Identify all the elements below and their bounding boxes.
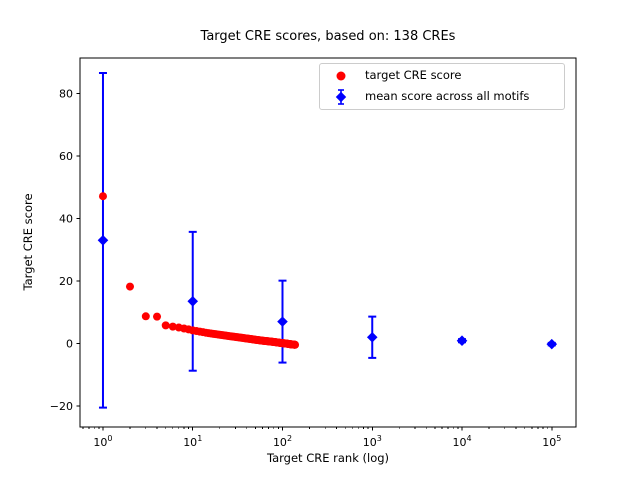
target-point <box>125 282 134 291</box>
y-tick-label: 40 <box>59 212 73 225</box>
target-point <box>291 340 300 349</box>
circle-icon <box>336 71 346 81</box>
x-tick-label: 104 <box>452 434 471 449</box>
x-tick-label: 100 <box>93 434 112 449</box>
legend-item-target: target CRE score <box>320 67 564 85</box>
y-tick-label: 60 <box>59 150 73 163</box>
y-axis-label: Target CRE score <box>21 193 35 291</box>
diamond-errorbar-icon <box>335 89 347 105</box>
mean-point <box>366 331 378 343</box>
x-tick-label: 102 <box>273 434 292 449</box>
mean-point <box>97 235 109 246</box>
target-point <box>161 321 170 330</box>
y-tick-label: 80 <box>59 87 73 100</box>
target-point <box>168 322 177 331</box>
y-tick-label: 20 <box>59 275 73 288</box>
target-point <box>153 312 162 321</box>
target-point <box>141 312 150 321</box>
legend: target CRE score mean score across all m… <box>319 63 565 110</box>
legend-item-mean: mean score across all motifs <box>320 88 564 106</box>
x-tick-label: 105 <box>542 434 561 449</box>
y-tick-label: −20 <box>50 400 73 413</box>
mean-point <box>187 295 199 307</box>
mean-point <box>456 335 468 346</box>
mean-point <box>546 338 558 350</box>
x-axis-label: Target CRE rank (log) <box>266 451 390 465</box>
target-point <box>98 192 107 201</box>
legend-label-target: target CRE score <box>365 68 462 83</box>
mean-point <box>277 316 288 327</box>
x-tick-label: 101 <box>183 434 202 449</box>
axes-spines <box>79 57 577 428</box>
chart-title: Target CRE scores, based on: 138 CREs <box>200 29 456 44</box>
y-tick-label: 0 <box>66 338 73 351</box>
x-tick-label: 103 <box>363 434 382 449</box>
legend-label-mean: mean score across all motifs <box>365 89 530 104</box>
